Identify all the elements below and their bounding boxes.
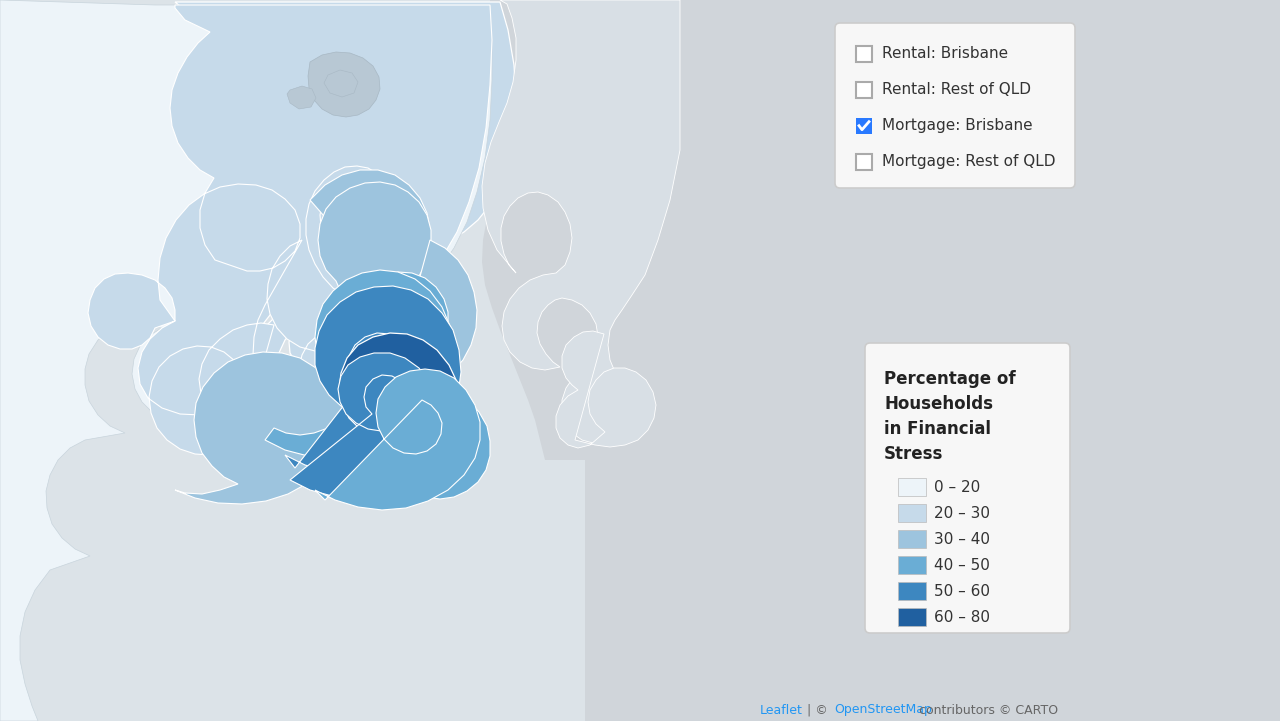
Polygon shape bbox=[0, 275, 179, 721]
Text: OpenStreetMap: OpenStreetMap bbox=[835, 704, 932, 717]
Polygon shape bbox=[556, 331, 657, 448]
Bar bbox=[899, 478, 925, 496]
Polygon shape bbox=[317, 182, 431, 297]
Polygon shape bbox=[0, 0, 160, 721]
Text: Rental: Rest of QLD: Rental: Rest of QLD bbox=[882, 82, 1030, 97]
Text: Leaflet: Leaflet bbox=[760, 704, 803, 717]
FancyBboxPatch shape bbox=[835, 23, 1075, 188]
Polygon shape bbox=[0, 0, 492, 721]
Polygon shape bbox=[483, 0, 719, 460]
Text: contributors © CARTO: contributors © CARTO bbox=[915, 704, 1059, 717]
Bar bbox=[856, 118, 872, 133]
Bar bbox=[856, 45, 872, 61]
Bar bbox=[856, 154, 872, 169]
Text: Households: Households bbox=[884, 395, 993, 413]
Polygon shape bbox=[0, 0, 719, 721]
Polygon shape bbox=[483, 0, 680, 443]
Text: Mortgage: Rest of QLD: Mortgage: Rest of QLD bbox=[882, 154, 1056, 169]
Polygon shape bbox=[585, 0, 1280, 721]
FancyBboxPatch shape bbox=[865, 343, 1070, 633]
Polygon shape bbox=[0, 110, 84, 210]
Polygon shape bbox=[0, 0, 120, 250]
Polygon shape bbox=[291, 353, 439, 497]
Polygon shape bbox=[0, 0, 280, 721]
Polygon shape bbox=[310, 170, 430, 288]
Text: 50 – 60: 50 – 60 bbox=[934, 583, 989, 598]
Bar bbox=[899, 504, 925, 522]
Bar bbox=[899, 582, 925, 600]
Polygon shape bbox=[324, 70, 358, 97]
Text: Rental: Brisbane: Rental: Brisbane bbox=[882, 46, 1009, 61]
Text: 30 – 40: 30 – 40 bbox=[934, 531, 989, 547]
Polygon shape bbox=[265, 270, 453, 458]
Text: Percentage of: Percentage of bbox=[884, 370, 1015, 388]
Text: in Financial: in Financial bbox=[884, 420, 991, 438]
Polygon shape bbox=[396, 390, 490, 499]
Text: | ©: | © bbox=[804, 704, 832, 717]
Polygon shape bbox=[175, 352, 346, 504]
Text: Mortgage: Brisbane: Mortgage: Brisbane bbox=[882, 118, 1033, 133]
Bar bbox=[856, 81, 872, 97]
Bar bbox=[899, 530, 925, 548]
Polygon shape bbox=[349, 240, 477, 388]
Bar bbox=[899, 556, 925, 574]
Polygon shape bbox=[346, 272, 448, 368]
Polygon shape bbox=[308, 52, 380, 117]
Polygon shape bbox=[330, 333, 460, 480]
Polygon shape bbox=[0, 210, 70, 290]
Text: 20 – 30: 20 – 30 bbox=[934, 505, 989, 521]
Polygon shape bbox=[243, 303, 399, 466]
Polygon shape bbox=[88, 5, 492, 455]
Text: Stress: Stress bbox=[884, 445, 943, 463]
Text: 0 – 20: 0 – 20 bbox=[934, 479, 980, 495]
Polygon shape bbox=[168, 2, 516, 436]
Text: 40 – 50: 40 – 50 bbox=[934, 557, 989, 572]
Polygon shape bbox=[285, 286, 461, 473]
Text: 60 – 80: 60 – 80 bbox=[934, 609, 989, 624]
Polygon shape bbox=[315, 369, 480, 510]
Bar bbox=[899, 608, 925, 626]
Polygon shape bbox=[287, 86, 316, 109]
